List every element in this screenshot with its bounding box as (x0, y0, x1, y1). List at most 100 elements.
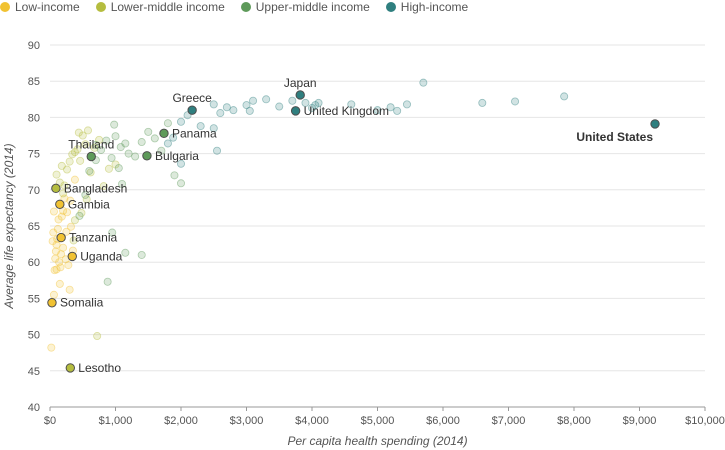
data-point (163, 139, 172, 148)
data-point (150, 134, 159, 143)
legend-label: Upper-middle income (255, 0, 370, 14)
data-point (121, 139, 130, 148)
data-point (85, 166, 94, 175)
data-point (102, 136, 111, 145)
highlight-point (51, 183, 61, 194)
data-point (511, 97, 520, 106)
data-point (51, 247, 60, 256)
y-tick-label: 40 (28, 402, 40, 414)
data-point (373, 106, 382, 115)
data-point (169, 133, 178, 142)
x-tick-label: $7,000 (492, 415, 526, 427)
data-point (107, 153, 116, 162)
data-point (55, 258, 64, 267)
point-label: Thailand (68, 137, 114, 151)
data-point (59, 243, 68, 252)
data-point (170, 171, 179, 180)
highlight-point (86, 151, 96, 162)
data-point (54, 215, 63, 224)
data-point (56, 263, 65, 272)
data-point (62, 227, 71, 236)
data-point (74, 128, 83, 137)
x-tick-label: $10,000 (685, 415, 725, 427)
data-point (57, 212, 66, 221)
x-tick-label: $6,000 (426, 415, 460, 427)
data-point (93, 332, 102, 341)
legend-label: High-income (400, 0, 469, 14)
data-point (68, 150, 77, 159)
point-label: Somalia (60, 296, 104, 310)
x-tick-label: $1,000 (99, 415, 133, 427)
data-point (99, 182, 108, 191)
y-tick-label: 45 (28, 366, 40, 378)
highlight-point (55, 199, 65, 209)
data-point (104, 164, 113, 173)
highlight-point (142, 151, 152, 161)
data-point (131, 152, 140, 161)
highlight-point (67, 251, 77, 262)
data-point (95, 135, 104, 144)
x-tick-label: $9,000 (623, 415, 657, 427)
legend-item: Low-income (0, 0, 80, 14)
data-point (307, 103, 316, 112)
highlight-point (159, 128, 169, 139)
data-point (393, 106, 402, 115)
data-point (60, 194, 69, 203)
data-point (57, 250, 66, 259)
legend-item: Upper-middle income (240, 0, 370, 14)
y-tick-label: 90 (28, 40, 40, 52)
point-label: Panama (172, 126, 217, 140)
data-point (176, 117, 185, 126)
highlight-point (47, 298, 57, 308)
data-point (81, 190, 90, 199)
data-point (347, 100, 356, 109)
highlight-point (650, 119, 660, 129)
data-point (90, 143, 99, 152)
data-point (209, 100, 218, 109)
data-point (111, 160, 120, 169)
data-point (116, 143, 125, 152)
highlight-point (65, 363, 76, 373)
data-point (78, 131, 87, 140)
data-point (110, 120, 119, 129)
data-point (64, 261, 73, 270)
data-point (137, 250, 146, 259)
data-point (402, 100, 411, 109)
data-point (70, 148, 79, 157)
point-label: Uganda (80, 249, 122, 263)
data-point (49, 207, 58, 216)
data-point (66, 222, 75, 231)
x-axis-title: Per capita health spending (2014) (287, 434, 467, 448)
data-point (213, 146, 222, 155)
data-point (301, 98, 310, 107)
data-point (65, 285, 74, 294)
data-point (48, 237, 57, 246)
y-tick-label: 50 (28, 330, 40, 342)
highlight-point (290, 106, 301, 116)
x-tick-label: $5,000 (361, 415, 395, 427)
data-point (114, 164, 123, 173)
data-point (196, 122, 205, 131)
y-tick-label: 55 (28, 293, 40, 305)
legend-swatch (385, 2, 396, 12)
x-tick-label: $4,000 (295, 415, 329, 427)
data-point (70, 216, 79, 225)
point-label: Bangladesh (64, 181, 127, 195)
legend-swatch (95, 2, 106, 12)
data-point (70, 175, 79, 184)
data-point (163, 119, 172, 128)
y-tick-label: 60 (28, 257, 40, 269)
legend-label: Low-income (15, 0, 80, 14)
x-tick-label: $2,000 (164, 415, 198, 427)
data-point (63, 165, 72, 174)
y-axis-title: Average life expectancy (2014) (2, 143, 16, 309)
data-point (560, 92, 569, 101)
data-point (83, 126, 92, 135)
data-point (229, 106, 238, 115)
data-point (60, 181, 69, 190)
data-point (176, 159, 185, 168)
data-point (52, 240, 61, 249)
data-point (65, 157, 74, 166)
data-point (49, 228, 58, 237)
